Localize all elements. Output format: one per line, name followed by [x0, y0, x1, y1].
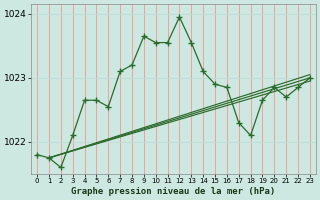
X-axis label: Graphe pression niveau de la mer (hPa): Graphe pression niveau de la mer (hPa)	[71, 187, 276, 196]
